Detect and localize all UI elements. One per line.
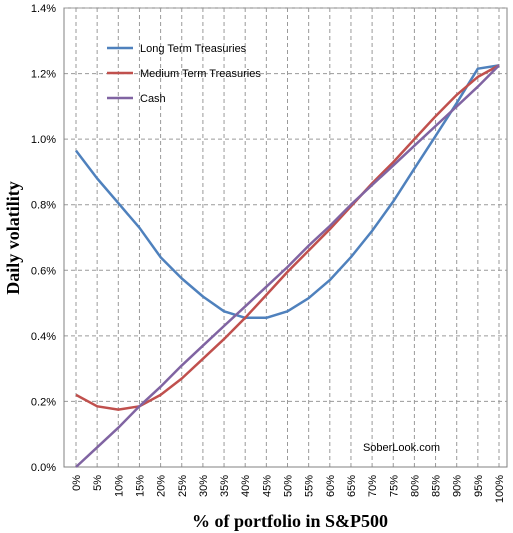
- y-tick-label: 1.0%: [31, 134, 56, 146]
- legend-label-medium-term-treasuries: Medium Term Treasuries: [140, 68, 261, 80]
- x-tick-label: 45%: [261, 475, 273, 497]
- x-tick-label: 80%: [409, 475, 421, 497]
- x-tick-label: 15%: [134, 475, 146, 497]
- x-tick-label: 5%: [92, 475, 104, 491]
- x-tick-label: 100%: [494, 475, 506, 503]
- x-tick-label: 10%: [113, 475, 125, 497]
- y-tick-label: 0.6%: [31, 265, 56, 277]
- x-tick-label: 0%: [71, 475, 83, 491]
- grid: [63, 7, 508, 468]
- series-lines: [75, 64, 500, 468]
- x-tick-label: 30%: [198, 475, 210, 497]
- series-line-medium-term-treasuries: [75, 64, 500, 411]
- legend-label-long-term-treasuries: Long Term Treasuries: [140, 43, 247, 55]
- watermark-annotation: SoberLook.com: [363, 442, 440, 454]
- series-line-long-term-treasuries: [75, 64, 500, 320]
- x-tick-label: 20%: [156, 475, 168, 497]
- legend: Long Term Treasuries Medium Term Treasuri…: [107, 43, 261, 105]
- x-tick-label: 55%: [304, 475, 316, 497]
- y-tick-label: 1.4%: [31, 3, 56, 15]
- x-tick-label: 95%: [473, 475, 485, 497]
- y-axis-ticks: 0.0% 0.2% 0.4% 0.6% 0.8% 1.0% 1.2% 1.4%: [31, 3, 56, 474]
- x-tick-label: 70%: [367, 475, 379, 497]
- y-tick-label: 0.8%: [31, 200, 56, 212]
- x-tick-label: 35%: [219, 475, 231, 497]
- x-tick-label: 40%: [240, 475, 252, 497]
- x-tick-label: 65%: [346, 475, 358, 497]
- legend-label-cash: Cash: [140, 93, 166, 105]
- y-tick-label: 0.4%: [31, 331, 56, 343]
- y-tick-label: 0.0%: [31, 462, 56, 474]
- y-axis-label: Daily volatility: [3, 181, 23, 295]
- y-tick-label: 1.2%: [31, 69, 56, 81]
- plot-area-border: [63, 7, 508, 468]
- x-tick-label: 85%: [431, 475, 443, 497]
- x-axis-label: % of portfolio in S&P500: [192, 511, 388, 531]
- x-tick-label: 25%: [177, 475, 189, 497]
- x-axis-ticks: 0% 5% 10% 15% 20% 25% 30% 35% 40% 45% 50% 55% 60% 65%…: [71, 475, 506, 503]
- series-line-cash: [75, 64, 500, 468]
- x-tick-label: 60%: [325, 475, 337, 497]
- x-tick-label: 50%: [283, 475, 295, 497]
- x-tick-label: 75%: [388, 475, 400, 497]
- y-tick-label: 0.2%: [31, 396, 56, 408]
- x-tick-label: 90%: [452, 475, 464, 497]
